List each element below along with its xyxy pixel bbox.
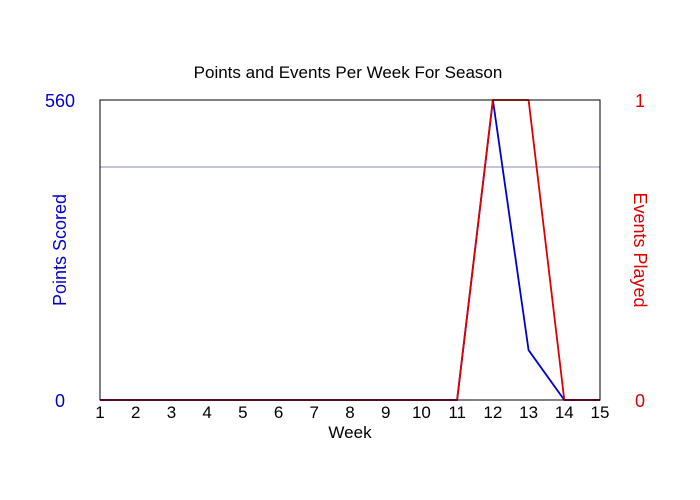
x-tick-label: 15: [591, 403, 610, 422]
plot-area-border: [99, 99, 601, 401]
right-tick-min: 0: [635, 391, 645, 411]
left-axis-label: Points Scored: [50, 194, 70, 306]
events-played-line: [100, 99, 600, 401]
x-tick-label: 4: [202, 403, 211, 422]
x-tick-label: 12: [483, 403, 502, 422]
right-tick-max: 1: [635, 91, 645, 111]
x-tick-label: 7: [310, 403, 319, 422]
x-tick-label: 8: [345, 403, 354, 422]
x-tick-label: 9: [381, 403, 390, 422]
x-tick-label: 3: [167, 403, 176, 422]
x-tick-label: 14: [555, 403, 574, 422]
x-tick-label: 13: [519, 403, 538, 422]
x-tick-label: 6: [274, 403, 283, 422]
right-axis-label: Events Played: [630, 192, 650, 307]
left-tick-min: 0: [55, 391, 65, 411]
series-layer: [100, 99, 600, 401]
left-tick-max: 560: [45, 91, 75, 111]
chart-title: Points and Events Per Week For Season: [194, 63, 503, 82]
x-tick-label: 10: [412, 403, 431, 422]
points-scored-line: [100, 99, 600, 401]
x-axis-label: Week: [328, 423, 372, 442]
x-tick-label: 2: [131, 403, 140, 422]
x-axis-ticks: 1 2 3 4 5 6 7 8 9 10 11 12 13 14 15: [95, 403, 609, 422]
x-tick-label: 5: [238, 403, 247, 422]
x-tick-label: 11: [448, 403, 466, 422]
x-tick-label: 1: [95, 403, 104, 422]
